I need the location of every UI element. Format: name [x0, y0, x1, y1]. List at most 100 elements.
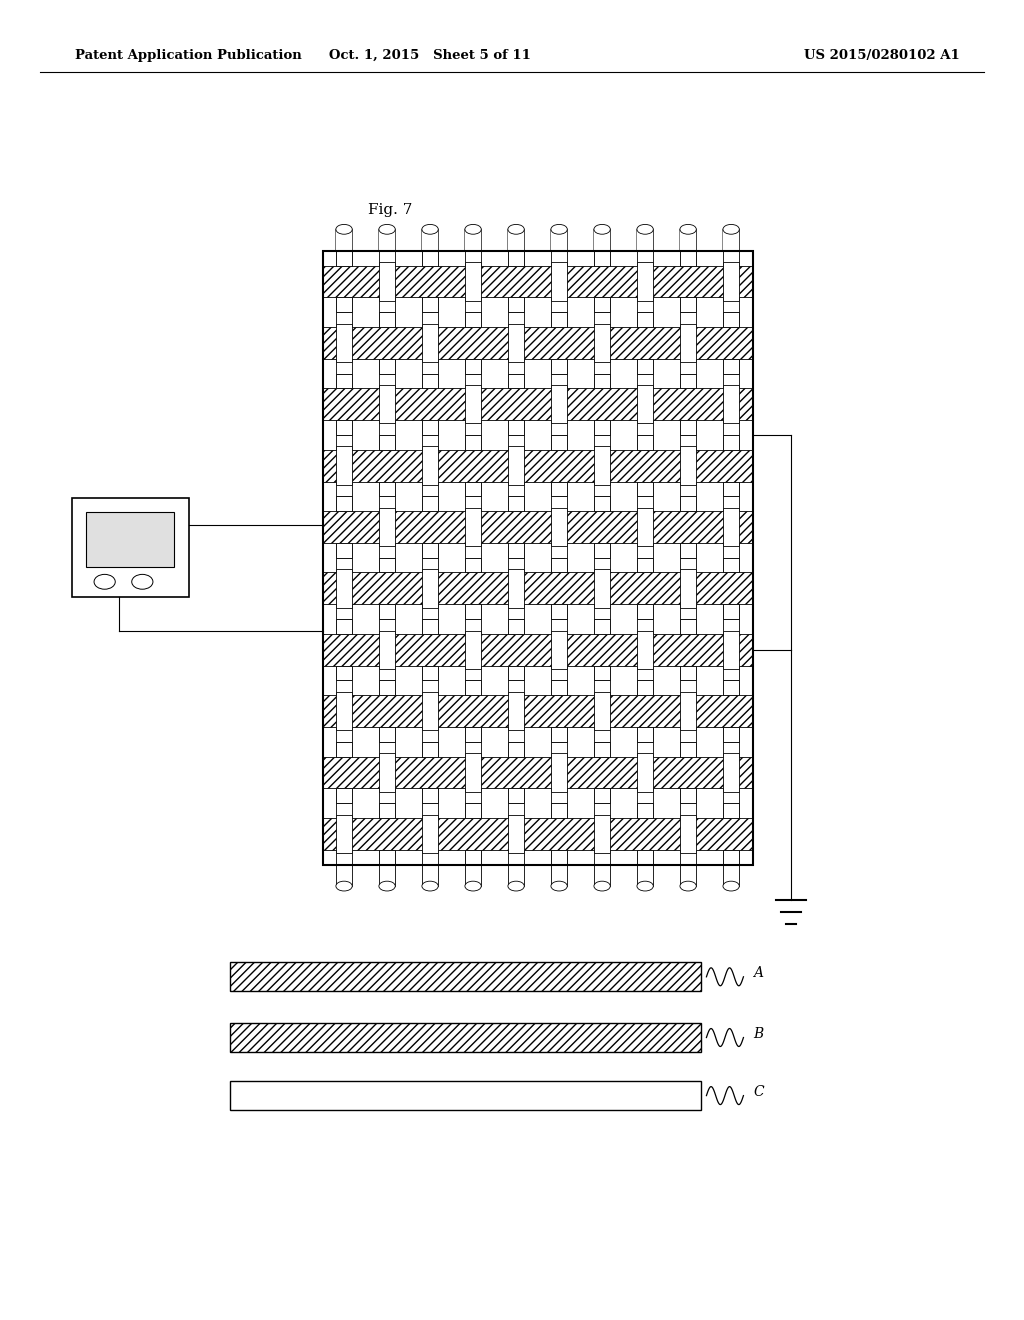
- Bar: [594, 251, 610, 312]
- Bar: [336, 814, 352, 853]
- Bar: [323, 696, 753, 727]
- Bar: [723, 434, 739, 450]
- Bar: [379, 681, 395, 742]
- Bar: [723, 251, 739, 312]
- Bar: [637, 803, 653, 865]
- Bar: [336, 742, 352, 756]
- Bar: [336, 420, 352, 434]
- Bar: [422, 665, 438, 681]
- Bar: [508, 496, 524, 557]
- Bar: [637, 482, 653, 496]
- Bar: [680, 446, 696, 484]
- Bar: [680, 230, 696, 251]
- Bar: [723, 742, 739, 803]
- Bar: [723, 508, 739, 546]
- Bar: [465, 865, 481, 886]
- Bar: [336, 323, 352, 362]
- Bar: [230, 1081, 701, 1110]
- Bar: [680, 374, 696, 434]
- Bar: [723, 359, 739, 374]
- Bar: [336, 788, 352, 803]
- Bar: [594, 665, 610, 681]
- Bar: [723, 803, 739, 865]
- Bar: [323, 573, 753, 605]
- Bar: [637, 619, 653, 681]
- Bar: [379, 557, 395, 619]
- Bar: [508, 323, 524, 362]
- Bar: [379, 434, 395, 450]
- Text: B: B: [754, 1027, 764, 1040]
- Bar: [336, 619, 352, 634]
- Bar: [637, 850, 653, 865]
- FancyBboxPatch shape: [594, 230, 610, 251]
- Bar: [379, 359, 395, 374]
- Bar: [637, 865, 653, 886]
- Ellipse shape: [336, 224, 352, 234]
- Ellipse shape: [637, 224, 653, 234]
- Bar: [379, 230, 395, 251]
- FancyBboxPatch shape: [637, 230, 653, 251]
- Bar: [594, 692, 610, 730]
- Bar: [508, 557, 524, 619]
- Text: Patent Application Publication: Patent Application Publication: [75, 49, 302, 62]
- Ellipse shape: [508, 882, 524, 891]
- Bar: [465, 681, 481, 696]
- Bar: [465, 557, 481, 619]
- Bar: [422, 251, 438, 265]
- Bar: [379, 605, 395, 619]
- Bar: [379, 312, 395, 374]
- Bar: [551, 496, 567, 557]
- Bar: [508, 434, 524, 496]
- Bar: [680, 865, 696, 886]
- Bar: [594, 814, 610, 853]
- Bar: [465, 385, 481, 424]
- Bar: [594, 420, 610, 434]
- FancyBboxPatch shape: [551, 230, 567, 251]
- Bar: [594, 496, 610, 511]
- Bar: [723, 374, 739, 434]
- Bar: [508, 865, 524, 886]
- Bar: [379, 251, 395, 312]
- Bar: [551, 434, 567, 496]
- Bar: [323, 756, 753, 788]
- Bar: [551, 803, 567, 865]
- Bar: [508, 742, 524, 756]
- Bar: [551, 312, 567, 374]
- Bar: [680, 803, 696, 865]
- Text: US 2015/0280102 A1: US 2015/0280102 A1: [804, 49, 961, 62]
- Bar: [551, 359, 567, 374]
- Bar: [508, 496, 524, 511]
- Bar: [551, 251, 567, 312]
- Bar: [422, 619, 438, 681]
- Bar: [551, 754, 567, 792]
- Bar: [379, 496, 395, 557]
- Bar: [336, 496, 352, 557]
- Bar: [723, 803, 739, 818]
- Bar: [723, 850, 739, 865]
- Bar: [508, 297, 524, 312]
- Bar: [551, 434, 567, 450]
- Bar: [379, 631, 395, 669]
- Bar: [594, 619, 610, 634]
- Bar: [465, 434, 481, 496]
- Bar: [680, 496, 696, 557]
- Bar: [379, 263, 395, 301]
- Bar: [379, 681, 395, 696]
- Bar: [680, 557, 696, 619]
- Bar: [594, 543, 610, 557]
- Bar: [680, 323, 696, 362]
- Bar: [336, 619, 352, 681]
- Bar: [422, 323, 438, 362]
- Bar: [465, 727, 481, 742]
- Bar: [594, 251, 610, 265]
- Text: Oct. 1, 2015   Sheet 5 of 11: Oct. 1, 2015 Sheet 5 of 11: [329, 49, 530, 62]
- Bar: [551, 803, 567, 818]
- Bar: [551, 557, 567, 619]
- Bar: [723, 496, 739, 557]
- Bar: [336, 312, 352, 374]
- Bar: [422, 742, 438, 756]
- Bar: [323, 388, 753, 420]
- Bar: [551, 681, 567, 696]
- Bar: [465, 359, 481, 374]
- Bar: [422, 496, 438, 557]
